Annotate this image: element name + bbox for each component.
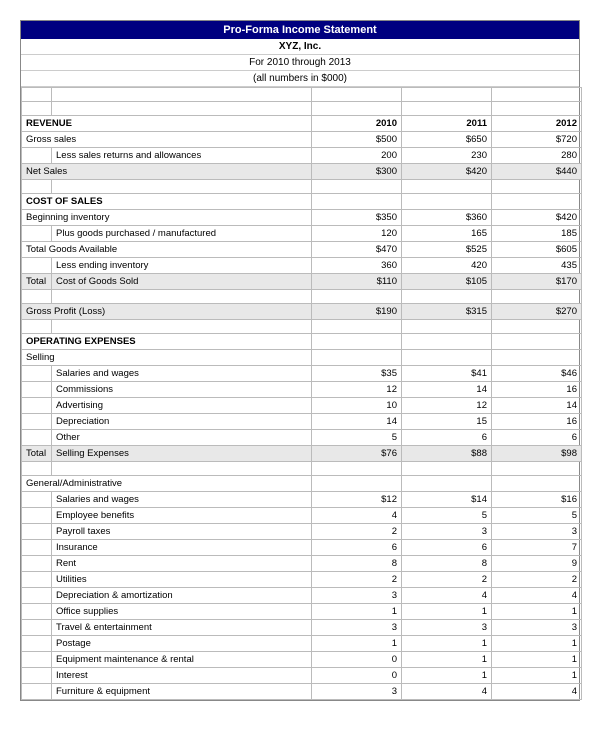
revenue-heading: REVENUE (22, 116, 312, 132)
selling-oth-row: Other566 (22, 430, 582, 446)
selling-dep-row: Depreciation141516 (22, 414, 582, 430)
year-2010: 2010 (312, 116, 402, 132)
gross-sales-row: Gross sales $500 $650 $720 (22, 132, 582, 148)
net-sales-row: Net Sales $300 $420 $440 (22, 164, 582, 180)
beg-inv-row: Beginning inventory $350 $360 $420 (22, 210, 582, 226)
ga-int-row: Interest011 (22, 668, 582, 684)
opex-heading-row: OPERATING EXPENSES (22, 334, 582, 350)
revenue-heading-row: REVENUE 2010 2011 2012 (22, 116, 582, 132)
less-returns-label: Less sales returns and allowances (52, 148, 312, 164)
ga-heading-row: General/Administrative (22, 476, 582, 492)
ga-furn-row: Furniture & equipment344 (22, 684, 582, 700)
ga-equip-row: Equipment maintenance & rental011 (22, 652, 582, 668)
net-sales-label: Net Sales (22, 164, 312, 180)
cos-heading-row: COST OF SALES (22, 194, 582, 210)
statement-table: REVENUE 2010 2011 2012 Gross sales $500 … (21, 87, 582, 700)
plus-goods-row: Plus goods purchased / manufactured 120 … (22, 226, 582, 242)
title-bar: Pro-Forma Income Statement (21, 21, 579, 39)
ga-util-row: Utilities222 (22, 572, 582, 588)
gross-profit-row: Gross Profit (Loss) $190 $315 $270 (22, 304, 582, 320)
ga-ins-row: Insurance667 (22, 540, 582, 556)
less-returns-row: Less sales returns and allowances 200 23… (22, 148, 582, 164)
gross-sales-label: Gross sales (22, 132, 312, 148)
selling-sal-row: Salaries and wages$35$41$46 (22, 366, 582, 382)
selling-heading-row: Selling (22, 350, 582, 366)
ga-off-row: Office supplies111 (22, 604, 582, 620)
units: (all numbers in $000) (21, 71, 579, 87)
ga-pay-row: Payroll taxes233 (22, 524, 582, 540)
ga-ben-row: Employee benefits455 (22, 508, 582, 524)
selling-adv-row: Advertising101214 (22, 398, 582, 414)
income-statement-sheet: Pro-Forma Income Statement XYZ, Inc. For… (20, 20, 580, 701)
period: For 2010 through 2013 (21, 55, 579, 71)
ga-te-row: Travel & entertainment333 (22, 620, 582, 636)
total-avail-row: Total Goods Available $470 $525 $605 (22, 242, 582, 258)
year-2011: 2011 (402, 116, 492, 132)
less-end-row: Less ending inventory 360 420 435 (22, 258, 582, 274)
cos-heading: COST OF SALES (22, 194, 312, 210)
ga-rent-row: Rent889 (22, 556, 582, 572)
ga-post-row: Postage111 (22, 636, 582, 652)
year-2012: 2012 (492, 116, 582, 132)
total-cogs-row: Total Cost of Goods Sold $110 $105 $170 (22, 274, 582, 290)
ga-sal-row: Salaries and wages$12$14$16 (22, 492, 582, 508)
ga-da-row: Depreciation & amortization344 (22, 588, 582, 604)
company-name: XYZ, Inc. (21, 39, 579, 55)
total-selling-row: Total Selling Expenses $76 $88 $98 (22, 446, 582, 462)
selling-comm-row: Commissions121416 (22, 382, 582, 398)
